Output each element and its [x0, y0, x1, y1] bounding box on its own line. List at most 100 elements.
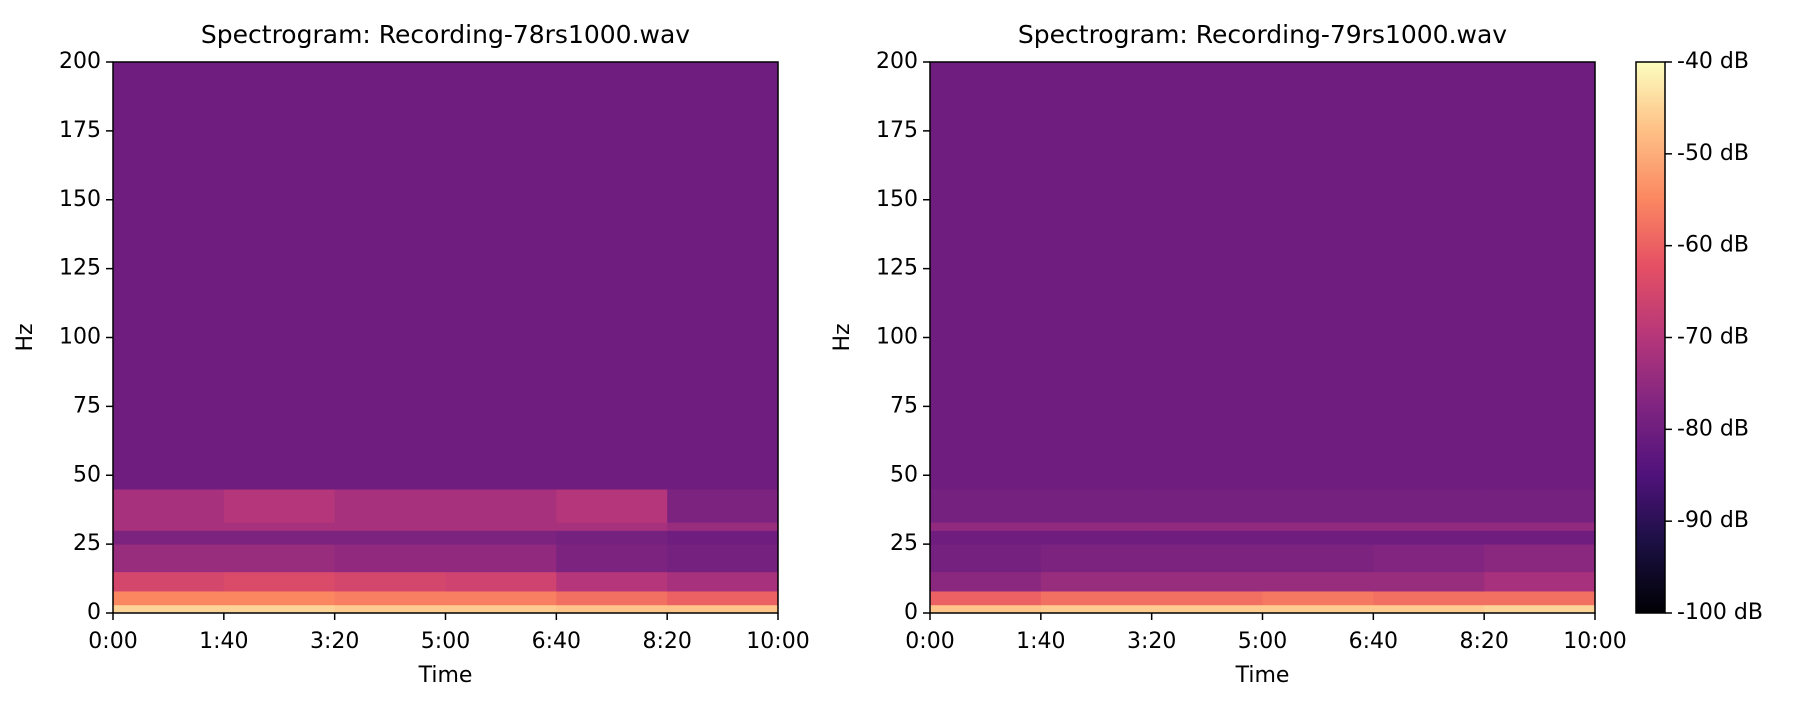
y-tick-label: 0 — [904, 600, 918, 625]
heat-cell — [1151, 489, 1263, 523]
colorbar — [1635, 61, 1666, 614]
y-tick-label: 50 — [890, 462, 918, 487]
heat-cell — [334, 544, 446, 573]
heat-cell — [667, 522, 779, 531]
heat-cell — [223, 544, 336, 573]
heat-cell — [223, 590, 336, 606]
heat-cell — [113, 489, 225, 523]
x-tick-label: 10:00 — [746, 629, 809, 654]
chart-title: Spectrogram: Recording-79rs1000.wav — [1018, 20, 1507, 49]
heat-cell — [1151, 604, 1263, 614]
x-tick-label: 3:20 — [1127, 629, 1176, 654]
y-tick-label: 150 — [876, 187, 918, 212]
heat-cell — [1262, 62, 1374, 490]
y-axis-label: Hz — [830, 323, 855, 351]
heat-cell — [445, 522, 557, 531]
x-tick-label: 5:00 — [1238, 629, 1287, 654]
heat-cell — [1373, 590, 1485, 606]
heat-cell — [667, 62, 779, 490]
y-tick-label: 100 — [59, 325, 101, 350]
y-tick-label: 125 — [876, 256, 918, 281]
heat-cell — [1484, 62, 1596, 490]
heat-cell — [1151, 522, 1263, 531]
heat-cell — [667, 544, 779, 573]
heat-cell — [1373, 544, 1485, 573]
heat-cell — [1040, 522, 1153, 531]
colorbar-tick-label: -40 dB — [1677, 49, 1749, 74]
y-tick-label: 175 — [59, 118, 101, 143]
heat-cell — [1040, 590, 1153, 606]
heat-cell — [667, 530, 779, 545]
heat-cell — [930, 530, 1042, 545]
heat-cell — [113, 522, 225, 531]
heat-cell — [1484, 590, 1596, 606]
heat-cell — [930, 62, 1042, 490]
heat-cell — [1262, 590, 1374, 606]
heat-cell — [1151, 571, 1263, 592]
x-tick-label: 1:40 — [199, 629, 248, 654]
heat-cell — [1373, 522, 1485, 531]
colorbar-tick-label: -60 dB — [1677, 233, 1749, 258]
y-tick-label: 25 — [73, 531, 101, 556]
colorbar-tick-label: -80 dB — [1677, 416, 1749, 441]
y-tick-label: 100 — [876, 325, 918, 350]
heat-cell — [113, 604, 225, 614]
heat-cell — [223, 489, 336, 523]
heat-cell — [1040, 530, 1153, 545]
x-tick-label: 0:00 — [88, 629, 137, 654]
heat-cell — [334, 530, 446, 545]
heat-cell — [556, 544, 668, 573]
heat-cell — [930, 571, 1042, 592]
heat-cell — [113, 530, 225, 545]
heat-cell — [445, 489, 557, 523]
heat-cell — [556, 530, 668, 545]
heat-cell — [334, 604, 446, 614]
heat-cell — [930, 489, 1042, 523]
y-tick-label: 75 — [890, 393, 918, 418]
heat-cell — [1373, 62, 1485, 490]
heat-cell — [334, 522, 446, 531]
x-tick-label: 6:40 — [1349, 629, 1398, 654]
heat-cell — [113, 544, 225, 573]
heat-cell — [1373, 571, 1485, 592]
heat-cell — [1373, 604, 1485, 614]
heat-cell — [113, 590, 225, 606]
heat-cell — [1484, 571, 1596, 592]
heat-cell — [1373, 530, 1485, 545]
heat-cell — [1262, 571, 1374, 592]
heat-cell — [113, 571, 225, 592]
colorbar-tick-label: -50 dB — [1677, 141, 1749, 166]
heat-cell — [334, 571, 446, 592]
y-tick-label: 150 — [59, 187, 101, 212]
heat-cell — [1484, 522, 1596, 531]
y-tick-label: 75 — [73, 393, 101, 418]
x-tick-label: 10:00 — [1563, 629, 1626, 654]
x-axis-label: Time — [1235, 663, 1290, 688]
y-tick-label: 200 — [59, 49, 101, 74]
colorbar-tick-label: -70 dB — [1677, 325, 1749, 350]
heat-cell — [445, 571, 557, 592]
heat-cell — [556, 604, 668, 614]
y-tick-label: 175 — [876, 118, 918, 143]
x-tick-label: 6:40 — [532, 629, 581, 654]
x-tick-label: 8:20 — [642, 629, 691, 654]
x-axis-label: Time — [418, 663, 473, 688]
heat-cell — [223, 62, 336, 490]
heat-cell — [667, 571, 779, 592]
heat-cell — [1484, 604, 1596, 614]
heat-cell — [1151, 530, 1263, 545]
colorbar-tick-label: -90 dB — [1677, 508, 1749, 533]
heat-cell — [1262, 544, 1374, 573]
heat-cell — [556, 522, 668, 531]
heat-cell — [445, 604, 557, 614]
heat-cell — [1151, 544, 1263, 573]
heat-cell — [1040, 62, 1153, 490]
heat-cell — [223, 522, 336, 531]
heat-cell — [1040, 544, 1153, 573]
x-tick-label: 0:00 — [905, 629, 954, 654]
heat-cell — [1262, 489, 1374, 523]
heat-cell — [930, 544, 1042, 573]
heat-cell — [1262, 604, 1374, 614]
y-tick-label: 125 — [59, 256, 101, 281]
heat-cell — [334, 590, 446, 606]
